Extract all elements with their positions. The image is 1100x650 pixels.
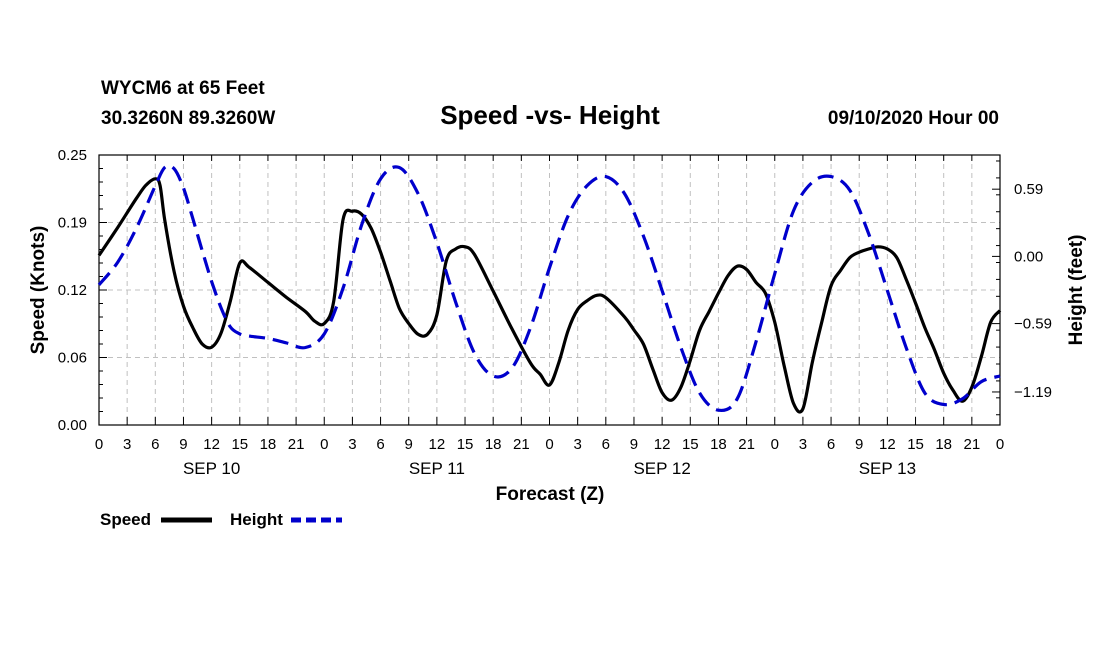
- x-tick-label: 21: [738, 436, 755, 453]
- speed-series-line: [97, 177, 1002, 414]
- x-tick-label: 21: [964, 436, 981, 453]
- x-tick-label: 6: [376, 436, 384, 453]
- x-tick-label: 3: [123, 436, 131, 453]
- x-day-label: SEP 12: [633, 459, 690, 478]
- legend: Speed Height: [100, 510, 342, 529]
- x-tick-label: 0: [771, 436, 779, 453]
- x-tick-label: 6: [151, 436, 159, 453]
- axis-ticks: 0 3 6 9 12 15 18 21 0 3 6 9 12 15 18 21 0 3 6 9 12 15 18 21 0 3 6 9…: [58, 147, 1052, 478]
- height-series-line: [97, 164, 1001, 413]
- x-tick-label: 21: [288, 436, 305, 453]
- x-day-label: SEP 11: [409, 459, 465, 478]
- y-left-tick-label: 0.00: [58, 417, 87, 434]
- x-tick-label: 12: [429, 436, 446, 453]
- y-left-tick-label: 0.12: [58, 282, 87, 299]
- x-axis-label: Forecast (Z): [496, 484, 605, 505]
- legend-height-label: Height: [230, 510, 283, 529]
- station-label: WYCM6 at 65 Feet: [101, 78, 265, 99]
- x-tick-label: 0: [320, 436, 328, 453]
- x-tick-label: 18: [485, 436, 502, 453]
- x-tick-label: 9: [179, 436, 187, 453]
- x-tick-label: 18: [935, 436, 952, 453]
- x-day-label: SEP 10: [183, 459, 240, 478]
- x-tick-label: 9: [630, 436, 638, 453]
- x-tick-label: 15: [457, 436, 474, 453]
- x-day-label: SEP 13: [859, 459, 916, 478]
- y-left-tick-label: 0.25: [58, 147, 87, 164]
- x-tick-label: 0: [95, 436, 103, 453]
- date-label: 09/10/2020 Hour 00: [828, 108, 999, 129]
- y-right-tick-label: −0.59: [1014, 316, 1052, 333]
- x-tick-label: 15: [231, 436, 248, 453]
- x-tick-label: 12: [203, 436, 220, 453]
- x-tick-label: 3: [348, 436, 356, 453]
- x-tick-label: 3: [573, 436, 581, 453]
- x-tick-label: 15: [682, 436, 699, 453]
- x-tick-label: 9: [405, 436, 413, 453]
- chart-title: Speed -vs- Height: [440, 100, 660, 130]
- x-tick-label: 12: [654, 436, 671, 453]
- x-tick-label: 9: [855, 436, 863, 453]
- x-tick-label: 15: [907, 436, 924, 453]
- x-tick-label: 0: [996, 436, 1004, 453]
- y-left-tick-label: 0.06: [58, 350, 87, 367]
- x-tick-label: 21: [513, 436, 530, 453]
- y-right-tick-label: 0.00: [1014, 248, 1043, 265]
- x-tick-label: 18: [710, 436, 727, 453]
- y-axis-left-label: Speed (Knots): [28, 226, 49, 355]
- y-right-tick-label: 0.59: [1014, 181, 1043, 198]
- y-axis-right-label: Height (feet): [1066, 235, 1087, 346]
- x-tick-label: 18: [260, 436, 277, 453]
- location-label: 30.3260N 89.3260W: [101, 108, 275, 129]
- series: [97, 164, 1002, 414]
- x-tick-label: 6: [602, 436, 610, 453]
- x-tick-label: 3: [799, 436, 807, 453]
- y-right-tick-label: −1.19: [1014, 384, 1052, 401]
- legend-speed-label: Speed: [100, 510, 151, 529]
- y-left-tick-label: 0.19: [58, 215, 87, 232]
- x-tick-label: 0: [545, 436, 553, 453]
- x-tick-label: 6: [827, 436, 835, 453]
- x-tick-label: 12: [879, 436, 896, 453]
